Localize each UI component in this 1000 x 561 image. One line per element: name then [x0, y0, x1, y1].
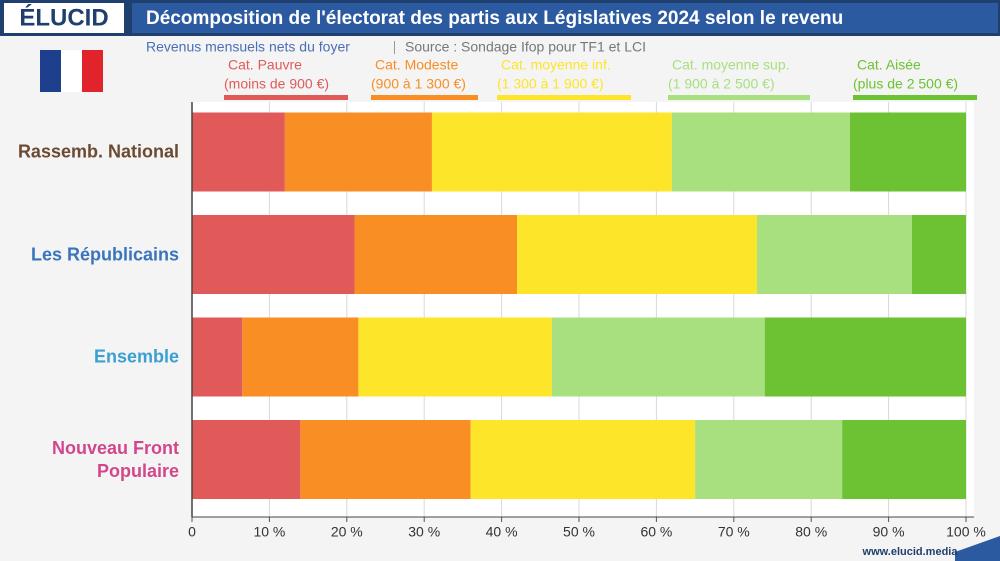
legend-description: (plus de 2 500 €): [853, 76, 958, 92]
legend-swatch: [371, 95, 478, 100]
title-bar: [132, 3, 998, 33]
legend-description: (1 300 à 1 900 €): [497, 76, 604, 92]
bar-segment: [431, 112, 672, 192]
bar-segment: [764, 317, 966, 397]
separator: [394, 41, 395, 54]
subtitle: Revenus mensuels nets du foyer: [146, 39, 350, 55]
x-tick-label: 70 %: [718, 524, 750, 540]
category-label: Ensemble: [93, 346, 179, 367]
legend-description: (1 900 à 2 500 €): [668, 76, 775, 92]
bar-segment: [551, 317, 765, 397]
x-tick-label: 10 %: [253, 524, 285, 540]
x-tick-label: 0: [188, 524, 196, 540]
bar-segment: [300, 420, 471, 499]
x-tick-label: 30 %: [408, 524, 440, 540]
bar-segment: [517, 215, 758, 294]
bar-segment: [192, 112, 285, 192]
logo-box: [4, 3, 124, 33]
legend-name: Cat. moyenne sup.: [672, 57, 790, 73]
flag: [40, 50, 103, 92]
bar-segment: [354, 215, 518, 294]
footer-ribbon: [955, 536, 1000, 561]
bar-segment: [192, 317, 243, 397]
x-tick-label: 40 %: [486, 524, 518, 540]
x-tick-label: 100 %: [946, 524, 986, 540]
bar-segment: [192, 420, 301, 499]
category-label: Rassemb. National: [17, 141, 179, 162]
x-tick-label: 50 %: [563, 524, 595, 540]
legend-description: (900 à 1 300 €): [371, 76, 466, 92]
legend-name: Cat. Pauvre: [228, 57, 302, 73]
chart-title: Décomposition de l'électorat des partis …: [146, 8, 843, 29]
x-tick-label: 90 %: [873, 524, 905, 540]
legend-swatch: [668, 95, 810, 100]
brand: ÉLUCID: [19, 3, 108, 31]
bar-segment: [671, 112, 850, 192]
legend-swatch: [224, 95, 348, 100]
legend-swatch: [853, 95, 977, 100]
legend-name: Cat. moyenne inf.: [501, 57, 611, 73]
legend-description: (moins de 900 €): [224, 76, 329, 92]
bar-segment: [284, 112, 432, 192]
x-tick-label: 60 %: [640, 524, 672, 540]
bar-segment: [695, 420, 843, 499]
category-label: Nouveau Front Populaire: [51, 437, 179, 481]
x-tick-label: 20 %: [331, 524, 363, 540]
legend-swatch: [497, 95, 631, 100]
bar-segment: [470, 420, 696, 499]
bar-segment: [242, 317, 359, 397]
bar-segment: [842, 420, 966, 499]
footer: www.elucid.media: [862, 546, 959, 558]
bar-segment: [849, 112, 966, 192]
legend-name: Cat. Aisée: [857, 57, 921, 73]
x-tick-label: 80 %: [795, 524, 827, 540]
bar-segment: [192, 215, 355, 294]
bar-segment: [358, 317, 552, 397]
legend-name: Cat. Modeste: [375, 57, 458, 73]
category-label: Les Républicains: [30, 244, 179, 264]
bar-segment: [911, 215, 966, 294]
source: Source : Sondage Ifop pour TF1 et LCI: [405, 39, 646, 55]
bar-segment: [757, 215, 912, 294]
